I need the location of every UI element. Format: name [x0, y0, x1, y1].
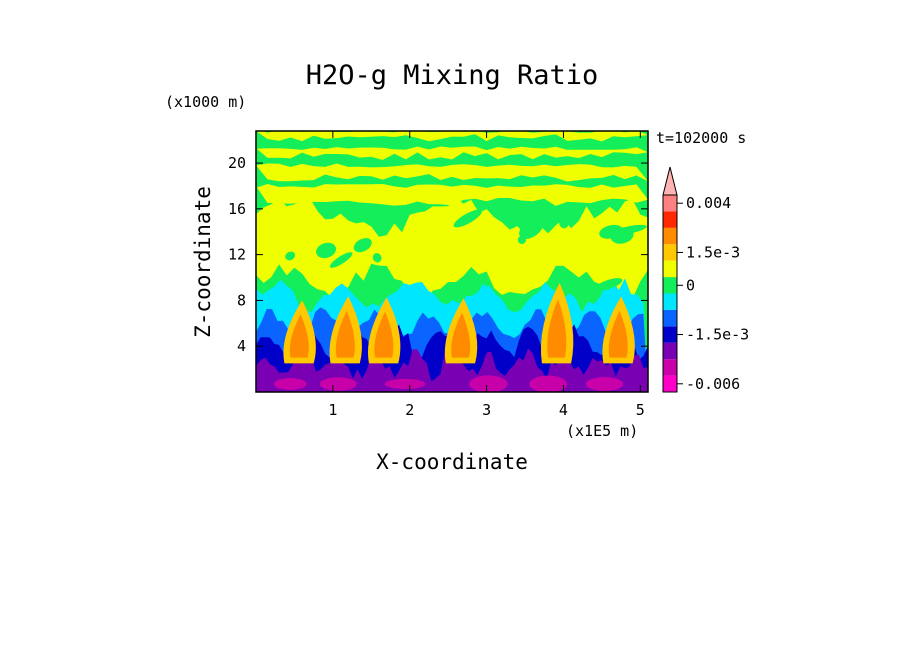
- y-tick-label: 16: [228, 200, 246, 218]
- field-streak: [460, 276, 482, 297]
- y-tick-label: 20: [228, 154, 246, 172]
- field-plume-core: [451, 312, 471, 358]
- x-tick-label: 1: [328, 401, 337, 419]
- colorbar-label: 0.004: [686, 194, 731, 212]
- y-tick-label: 4: [237, 337, 246, 355]
- x-axis-label: X-coordinate: [376, 450, 528, 474]
- field-streak: [594, 278, 623, 291]
- field-blob: [319, 377, 357, 391]
- y-axis-ticks: 4 8 12 16 20: [228, 154, 648, 355]
- chart-title: H2O-g Mixing Ratio: [306, 60, 599, 91]
- plot-frame: [255, 130, 649, 393]
- colorbar-segment: [663, 244, 677, 261]
- time-label: t=102000 s: [656, 129, 746, 147]
- y-tick-label: 12: [228, 246, 246, 264]
- x-axis-ticks: 1 2 3 4 5: [328, 131, 645, 419]
- field-plume-core: [547, 299, 567, 358]
- field-streak: [519, 218, 544, 239]
- colorbar-outline: [662, 195, 678, 393]
- field-streak: [372, 253, 382, 263]
- colorbar-segment: [663, 359, 677, 376]
- colorbar-segment: [663, 375, 677, 392]
- x-tick-label: 2: [405, 401, 414, 419]
- colorbar-label: 0: [686, 276, 695, 294]
- x-unit-label: (x1E5 m): [566, 422, 638, 440]
- colorbar-segment: [663, 195, 677, 212]
- field-blob: [469, 375, 508, 392]
- colorbar-segment: [663, 309, 677, 327]
- field-band: [256, 196, 648, 305]
- field-plume-core: [608, 310, 628, 358]
- colorbar-segment: [663, 342, 677, 360]
- field-plume-core: [374, 311, 394, 358]
- field-streak: [353, 238, 372, 253]
- colorbar-segment: [663, 211, 677, 228]
- field-streak: [517, 235, 526, 245]
- colorbar-cap: [662, 166, 678, 196]
- field-streak: [610, 227, 634, 244]
- colorbar: [662, 166, 678, 393]
- field-band: [256, 183, 648, 206]
- field-streak: [453, 209, 482, 228]
- x-tick-label: 4: [559, 401, 568, 419]
- colorbar-segment: [663, 227, 677, 245]
- colorbar-label: 1.5e-3: [686, 243, 740, 261]
- colorbar-labels: 0.004 1.5e-3 0 -1.5e-3 -0.006: [677, 194, 749, 393]
- field-blob: [384, 378, 426, 390]
- contour-plot-area: [256, 131, 648, 392]
- field-blob: [585, 377, 624, 391]
- x-tick-label: 3: [482, 401, 491, 419]
- field-streak: [316, 242, 337, 259]
- field-streak: [329, 252, 353, 268]
- colorbar-segment: [663, 277, 677, 294]
- x-tick-label: 5: [636, 401, 645, 419]
- y-tick-label: 8: [237, 291, 246, 309]
- field-band: [256, 146, 648, 160]
- field-blob: [529, 375, 567, 392]
- y-axis-label: Z-coordinate: [191, 186, 215, 338]
- y-unit-label: (x1000 m): [165, 93, 246, 111]
- colorbar-segment: [663, 293, 677, 310]
- colorbar-segment: [663, 260, 677, 278]
- contour-field: [256, 131, 648, 392]
- field-band: [256, 163, 648, 182]
- field-band: [256, 131, 648, 142]
- field-blob: [273, 378, 307, 390]
- colorbar-label: -1.5e-3: [686, 326, 749, 344]
- field-plume-core: [289, 314, 309, 358]
- colorbar-label: -0.006: [686, 375, 740, 393]
- field-streak: [559, 218, 569, 229]
- field-streak: [285, 251, 296, 261]
- field-plume-core: [335, 310, 355, 358]
- colorbar-segment: [663, 326, 677, 343]
